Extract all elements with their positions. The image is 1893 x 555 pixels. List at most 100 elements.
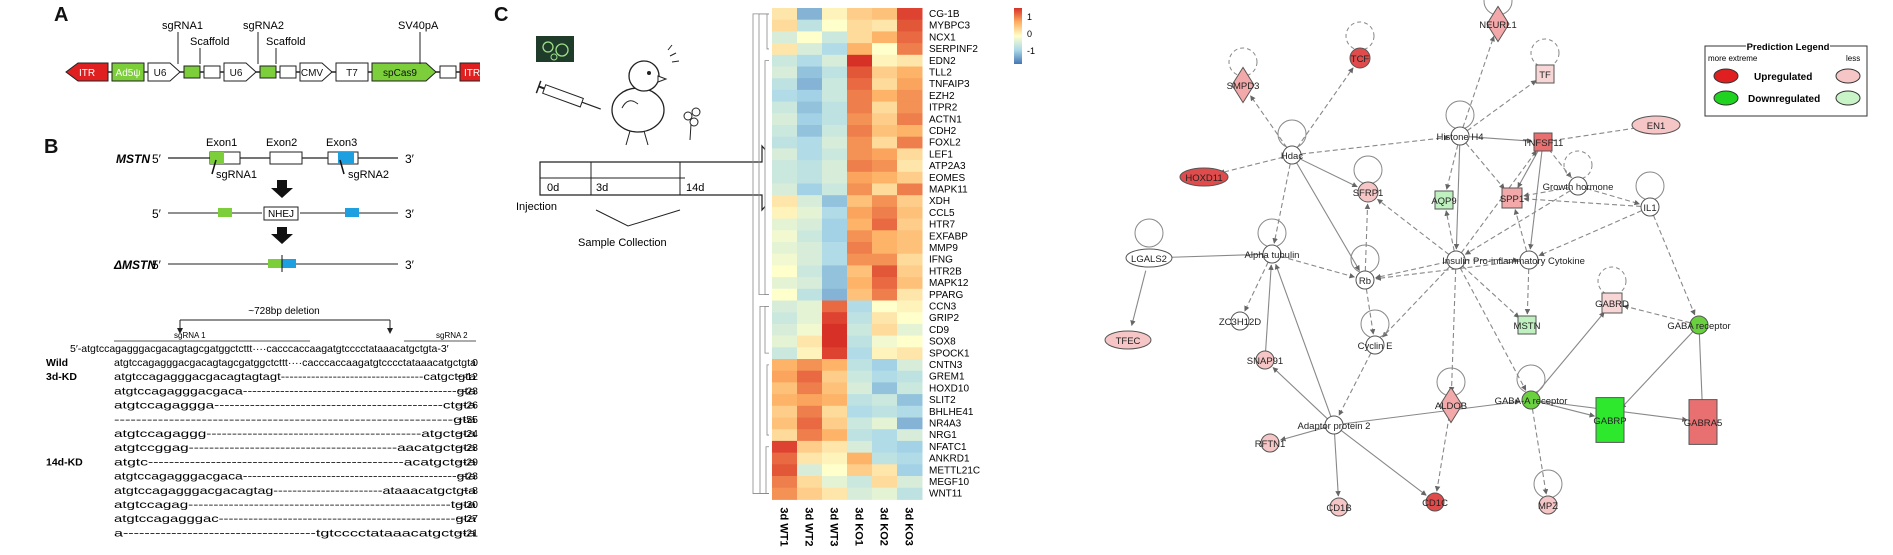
network-node-snap91[interactable]: SNAP91 [1247, 350, 1283, 370]
network-node-pro-inflammatory-cytokine[interactable]: Pro-inflammatory Cytokine [1473, 250, 1585, 270]
heatmap-cell [772, 312, 798, 325]
heatmap-cell [897, 218, 923, 231]
sgrna2-site-label: sgRNA2 [348, 169, 389, 181]
network-node-smpd3[interactable]: SMPD3 [1227, 66, 1260, 104]
heatmap-cell [847, 359, 873, 372]
network-edge [1523, 196, 1642, 207]
heatmap-cell [797, 125, 823, 138]
network-node-spp1[interactable]: SPP1 [1500, 187, 1524, 209]
network-node-gabra5[interactable]: GABRA5 [1684, 399, 1723, 445]
sample-collection-label: Sample Collection [578, 237, 667, 249]
heatmap-cell [847, 19, 873, 32]
network-node-tcf[interactable]: TCF [1349, 47, 1371, 69]
network-node-cd1b[interactable]: CD1B [1326, 497, 1352, 517]
heatmap-cell [847, 113, 873, 126]
network-node-gabrd[interactable]: GABRD [1595, 292, 1629, 314]
heatmap-cell [822, 183, 848, 196]
heatmap-gene-label: CCN3 [929, 302, 957, 313]
network-node-mstn[interactable]: MSTN [1514, 315, 1541, 335]
heatmap-cell [772, 464, 798, 477]
self-loop-edge [1257, 218, 1287, 248]
heatmap-cell [847, 429, 873, 442]
heatmap-column-label: 3d WT2 [803, 507, 815, 546]
heatmap-cell [847, 125, 873, 138]
sequence-row-value: ~-23 [457, 471, 478, 483]
network-node-adaptor-protein-2[interactable]: Adaptor protein 2 [1298, 415, 1371, 435]
network-node-tnfsf11[interactable]: TNFSF11 [1523, 132, 1563, 152]
network-node-neurl1[interactable]: NEURL1 [1479, 5, 1517, 43]
network-node-insulin[interactable]: Insulin [1442, 250, 1470, 270]
network-node-sfrp1[interactable]: SFRP1 [1353, 181, 1384, 203]
network-node-label: HOXD11 [1185, 173, 1222, 184]
heatmap-cell [897, 464, 923, 477]
network-node-hdac[interactable]: Hdac [1281, 145, 1303, 165]
legend-upregulated: Upregulated [1754, 72, 1812, 83]
network-node-gaba-receptor[interactable]: GABA receptor [1667, 315, 1731, 335]
network-node-zc3h12d[interactable]: ZC3H12D [1219, 311, 1261, 331]
heatmap-cell [872, 277, 898, 290]
timeline-14d: 14d [686, 182, 704, 194]
reference-sequence: 5′-atgtccagagggacgacagtagcgatggctcttt···… [70, 343, 449, 355]
heatmap-cell [822, 452, 848, 465]
heatmap-cell [872, 125, 898, 138]
network-node-label: TFEC [1116, 336, 1141, 347]
network-node-tfec[interactable]: TFEC [1104, 330, 1152, 350]
heatmap-cell [772, 440, 798, 454]
network-node-histone-h4[interactable]: Histone H4 [1437, 126, 1484, 146]
heatmap-cell [897, 19, 923, 32]
network-node-label: SMPD3 [1227, 81, 1260, 92]
heatmap-gene-label: MAPK12 [929, 278, 969, 289]
heatmap-cell [772, 101, 798, 114]
heatmap-cell [897, 277, 923, 290]
network-node-rb[interactable]: Rb [1355, 270, 1375, 290]
network-node-gabrp[interactable]: GABRP [1593, 397, 1627, 443]
network-node-cyclin-e[interactable]: Cyclin E [1358, 335, 1393, 355]
heatmap-cell [897, 78, 923, 91]
heatmap-column-label: 3d WT3 [828, 507, 840, 546]
network-node-en1[interactable]: EN1 [1631, 115, 1681, 135]
network-node-aqp9[interactable]: AQP9 [1431, 190, 1457, 210]
heatmap-cell [897, 195, 923, 208]
heatmap-gene-label: NRG1 [929, 430, 957, 441]
exon3-label: Exon3 [326, 137, 357, 149]
heatmap-gene-label: PPARG [929, 290, 963, 301]
sequence-row: ----------------------------------------… [114, 414, 476, 426]
self-loop-edge [1350, 244, 1380, 274]
heatmap-cell [872, 242, 898, 255]
heatmap-cell [772, 31, 798, 44]
network-node-hoxd11[interactable]: HOXD11 [1179, 167, 1229, 187]
network-node-mpz[interactable]: MPZ [1538, 495, 1558, 515]
heatmap-cell [897, 405, 923, 418]
network-node-rftn1[interactable]: RFTN1 [1255, 433, 1286, 453]
heatmap-colorbar [1014, 8, 1022, 64]
heatmap-cell [897, 265, 923, 278]
network-node-aldob[interactable]: ALDOB [1435, 386, 1467, 424]
heatmap-cell [797, 136, 823, 149]
network-node-alpha-tubulin[interactable]: Alpha tubulin [1245, 244, 1300, 264]
network-edge [1517, 149, 1540, 188]
network-node-growth-hormone[interactable]: Growth hormone [1543, 176, 1614, 196]
network-node-label: AQP9 [1431, 196, 1456, 207]
heatmap-cell [772, 405, 798, 418]
sequence-row: atgtccagaggg----------------------------… [114, 428, 476, 440]
network-node-il1[interactable]: IL1 [1640, 197, 1660, 217]
network-node-gaba-a-receptor[interactable]: GABA-A receptor [1495, 390, 1568, 410]
nhej-label: NHEJ [268, 209, 294, 220]
network-node-cd1c[interactable]: CD1C [1422, 492, 1448, 512]
construct-element [279, 65, 297, 79]
network-edge [1250, 95, 1288, 148]
network-node-tf[interactable]: TF [1535, 64, 1555, 84]
heatmap-cell [797, 288, 823, 301]
heatmap-gene-label: ANKRD1 [929, 454, 970, 465]
heatmap-gene-label: METTL21C [929, 465, 980, 476]
heatmap-cell [822, 347, 848, 360]
heatmap-gene-label: XDH [929, 196, 950, 207]
sequence-row-value: ~-29 [457, 456, 478, 468]
heatmap-gene-label: TNFAIP3 [929, 79, 970, 90]
network-node-label: SPP1 [1500, 194, 1524, 205]
network-node-lgals2[interactable]: LGALS2 [1125, 248, 1173, 268]
sequence-row-value: ~-21 [457, 527, 478, 539]
heatmap-cell [897, 136, 923, 149]
heatmap-cell [897, 31, 923, 44]
heatmap-cell [797, 405, 823, 418]
